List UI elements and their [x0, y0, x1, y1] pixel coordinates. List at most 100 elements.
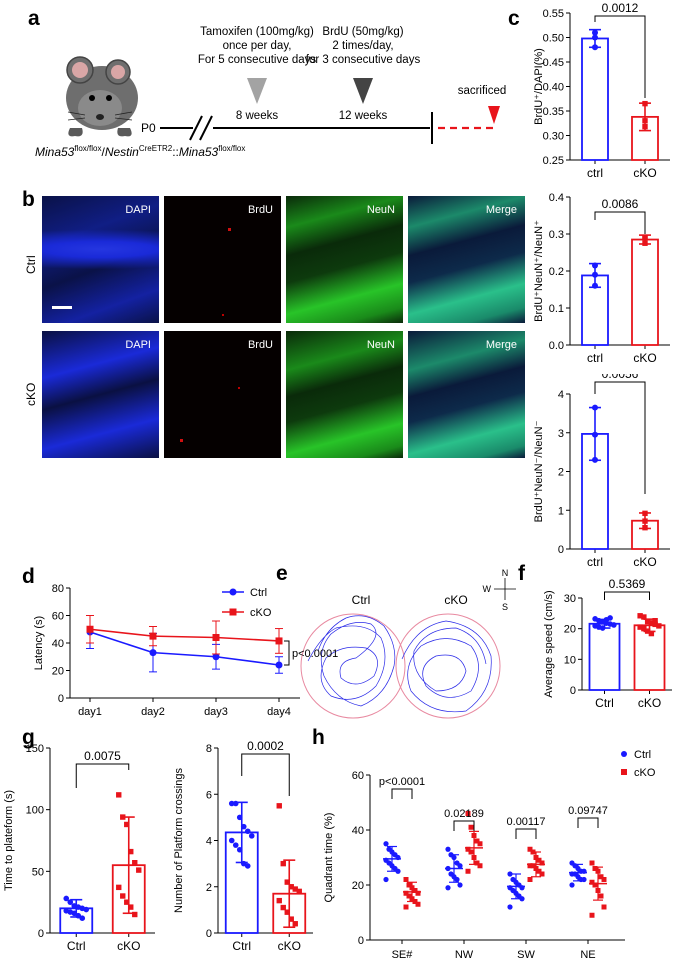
f-bar [588, 622, 621, 691]
h-point [598, 874, 604, 880]
micro-cko-dapi: DAPI [42, 331, 159, 458]
f-point [652, 621, 658, 628]
g2-x-tick-label: cKO [278, 939, 301, 953]
h-point [454, 876, 460, 883]
h-y-tick-label: 60 [352, 770, 364, 782]
c2-p-value: 0.0086 [602, 197, 639, 211]
h-point [457, 863, 463, 869]
h-point [601, 877, 607, 882]
c2-point [592, 282, 598, 289]
h-point [457, 882, 463, 888]
tamoxifen-line3: For 5 consecutive days [198, 54, 317, 66]
f-y-tick-label: 10 [564, 654, 576, 666]
micro-label: BrdU [247, 339, 273, 351]
d-y-tick-label: 80 [52, 583, 64, 595]
g1-point [136, 867, 142, 873]
week8-label: 8 weeks [236, 110, 278, 122]
d-series-line-cKO [89, 628, 280, 642]
g1-point [75, 912, 82, 919]
d-y-axis-title: Latency (s) [33, 616, 45, 670]
c2-y-axis-title: BrdU⁺NeuN⁺/NeuN⁺ [533, 220, 545, 322]
micro-cko-merge: Merge [408, 331, 525, 458]
d-y-tick-label: 60 [52, 611, 64, 623]
compass-icon: N S W [483, 568, 516, 612]
g2-point [248, 833, 255, 839]
g1-point [116, 792, 122, 798]
h-point [468, 824, 474, 830]
c3-y-tick-label: 4 [558, 389, 564, 401]
micro-label: NeuN [366, 339, 395, 351]
chart-h: 0 20 40 60 Quadrant time (%) SE# p<0.0001 NW 0.0… [323, 749, 656, 961]
mouse-icon [66, 56, 138, 137]
tamoxifen-line2: once per day, [223, 40, 292, 52]
h-significance-bracket [577, 817, 599, 828]
g2-point [288, 884, 294, 890]
h-point [474, 860, 480, 866]
c3-y-tick-label: 3 [558, 428, 564, 440]
h-point [477, 841, 483, 847]
brdu-line3: for 3 consecutive days [306, 54, 421, 66]
trace-cko-label: cKO [444, 593, 467, 607]
f-y-tick-label: 30 [564, 593, 576, 605]
d-legend-marker [229, 608, 237, 616]
g2-y-tick-label: 4 [206, 836, 212, 848]
g2-point [244, 863, 251, 869]
g2-y-axis-title: Number of Platform crossings [173, 768, 185, 913]
h-point [536, 868, 542, 874]
c-point [592, 29, 598, 36]
h-point [415, 901, 421, 907]
h-point [465, 868, 471, 874]
h-y-tick-label: 40 [352, 825, 364, 837]
chart-f: 0 10 20 30 Average speed (cm/s) Ctrl cKO 0.5369 [543, 577, 672, 710]
c2-y-tick-label: 0.0 [549, 340, 564, 352]
c3-x-tick-label: ctrl [587, 555, 603, 566]
scale-bar [52, 306, 72, 309]
c-y-tick-label: 0.55 [543, 8, 564, 20]
g1-point [120, 893, 126, 899]
c-y-tick-label: 0.50 [543, 33, 564, 45]
chart-c3: 0 1 2 3 4 BrdU⁺NeuN⁻/NeuN⁻ ctrl cKO 0.0056 [533, 374, 670, 566]
c2-point [642, 235, 648, 241]
c2-y-tick-label: 0.4 [549, 192, 564, 204]
d-point [149, 649, 157, 657]
c-p-value: 0.0012 [602, 1, 639, 15]
c3-y-tick-label: 0 [558, 544, 564, 556]
g1-point [120, 814, 126, 820]
g2-point [288, 916, 294, 922]
g2-point [280, 860, 286, 867]
h-point [406, 893, 412, 899]
timeline-p0-label: P0 [141, 121, 156, 135]
c2-point [592, 262, 598, 269]
d-legend-label: cKO [250, 607, 272, 619]
h-p-value: 0.00117 [507, 816, 546, 828]
pool-cko [395, 613, 501, 719]
c3-x-tick-label: cKO [633, 555, 656, 566]
week12-label: 12 weeks [339, 110, 388, 122]
g1-y-tick-label: 150 [26, 743, 44, 755]
svg-text:N: N [502, 568, 509, 578]
g2-point [228, 837, 235, 844]
h-y-tick-label: 0 [358, 935, 364, 947]
g1-x-tick-label: Ctrl [67, 939, 86, 953]
d-y-tick-label: 20 [52, 666, 64, 678]
f-significance-bracket [604, 591, 650, 600]
d-legend-label: Ctrl [250, 587, 267, 599]
f-point [607, 615, 613, 621]
g2-point [284, 909, 290, 915]
g2-point [236, 846, 243, 853]
c3-y-tick-label: 1 [558, 505, 564, 517]
g2-point [228, 800, 235, 807]
h-point [539, 860, 545, 866]
genotype-label: Mina53flox/flox/NestinCreETR2::Mina53flo… [35, 144, 245, 159]
g1-y-tick-label: 100 [26, 805, 44, 817]
panel-letter-h: h [312, 726, 325, 749]
chart-c: 0.25 0.30 0.35 0.40 0.45 0.50 0.55 BrdU⁺/DAPI(%… [533, 1, 670, 180]
brdu-line1: BrdU (50mg/kg) [322, 26, 403, 38]
c2-bar [631, 238, 659, 346]
g1-point [83, 906, 90, 913]
h-point [530, 863, 536, 869]
h-point [589, 912, 595, 918]
h-point [507, 904, 513, 910]
g1-y-tick-label: 0 [38, 928, 44, 940]
h-y-axis-title: Quadrant time (%) [323, 813, 335, 903]
